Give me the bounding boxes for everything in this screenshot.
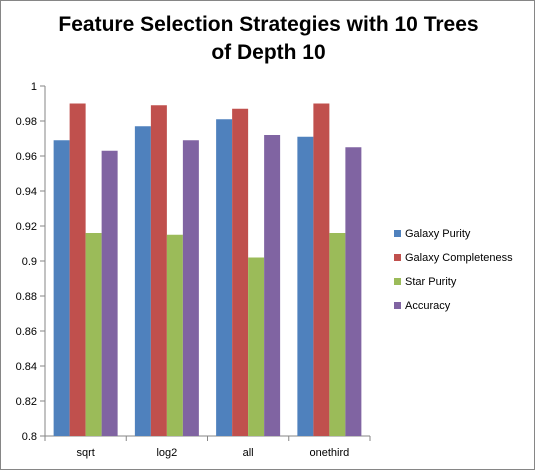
y-tick-label: 0.96 [16, 151, 37, 163]
bar-galaxy-completeness-onethird [313, 103, 330, 436]
y-tick-label: 0.98 [16, 116, 37, 128]
legend-label: Star Purity [405, 276, 457, 288]
y-tick-label: 0.94 [16, 186, 37, 198]
chart-title-line-1: Feature Selection Strategies with 10 Tre… [58, 13, 479, 36]
bar-galaxy-purity-all [216, 119, 233, 436]
y-tick-label: 0.8 [22, 431, 37, 443]
legend-swatch [394, 230, 401, 237]
legend-swatch [394, 254, 401, 261]
x-tick-label: all [243, 447, 254, 459]
chart-title-line-2: of Depth 10 [211, 41, 326, 64]
bar-accuracy-onethird [345, 147, 362, 436]
x-tick-label: log2 [156, 447, 177, 459]
bar-galaxy-purity-log2 [134, 126, 151, 436]
legend-label: Galaxy Purity [405, 228, 471, 240]
bar-star-purity-sqrt [85, 233, 102, 436]
y-tick-label: 0.88 [16, 291, 37, 303]
bar-galaxy-completeness-sqrt [69, 103, 86, 436]
bar-accuracy-sqrt [101, 150, 118, 436]
bar-galaxy-purity-onethird [297, 136, 314, 436]
y-tick-label: 1 [31, 81, 37, 93]
x-tick-label: sqrt [76, 447, 94, 459]
bar-galaxy-completeness-all [232, 108, 249, 436]
y-tick-label: 0.92 [16, 221, 37, 233]
bar-galaxy-purity-sqrt [53, 140, 70, 436]
y-tick-label: 0.86 [16, 326, 37, 338]
bar-accuracy-log2 [182, 140, 199, 436]
bar-star-purity-onethird [329, 233, 346, 436]
legend-swatch [394, 278, 401, 285]
axes: 0.8 0.82 0.84 0.86 0.88 0.9 0.92 0.94 0.96 0.98 1 s… [16, 81, 371, 459]
bar-star-purity-log2 [166, 234, 183, 436]
chart-title: Feature Selection Strategies with 10 Tre… [1, 11, 535, 67]
y-tick-label: 0.9 [22, 256, 37, 268]
legend-label: Galaxy Completeness [405, 252, 513, 264]
y-tick-label: 0.82 [16, 396, 37, 408]
bar-star-purity-all [248, 257, 265, 436]
bars [53, 103, 362, 436]
legend: Galaxy Purity Galaxy Completeness Star Pur… [394, 228, 513, 312]
legend-swatch [394, 302, 401, 309]
legend-label: Accuracy [405, 300, 451, 312]
y-tick-label: 0.84 [16, 361, 37, 373]
bar-galaxy-completeness-log2 [150, 105, 167, 436]
x-tick-label: onethird [309, 447, 349, 459]
bar-accuracy-all [264, 135, 281, 436]
